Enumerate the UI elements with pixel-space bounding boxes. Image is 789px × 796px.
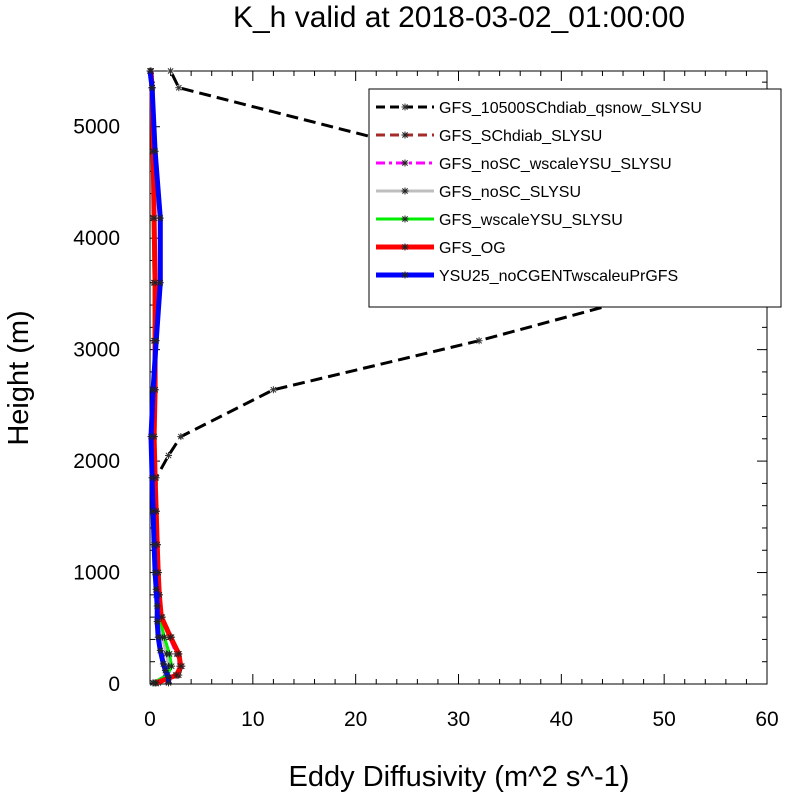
legend-item-gfs-nosc-wscaleysu-slysu-marker xyxy=(401,159,409,167)
legend-item-ysu25-nocgentwscaleuprgfs-marker xyxy=(401,271,409,279)
series-ysu25-nocgentwscaleuprgfs xyxy=(146,67,173,687)
series-ysu25-nocgentwscaleuprgfs-marker xyxy=(165,679,173,687)
series-ysu25-nocgentwscaleuprgfs-marker xyxy=(151,569,159,577)
series-ysu25-nocgentwscaleuprgfs-marker xyxy=(156,279,164,287)
legend-item-gfs-schdiab-slysu: GFS_SChdiab_SLYSU xyxy=(376,128,602,145)
series-ysu25-nocgentwscaleuprgfs-marker xyxy=(146,67,154,75)
series-ysu25-nocgentwscaleuprgfs-marker xyxy=(150,541,158,549)
series-ysu25-nocgentwscaleuprgfs-marker xyxy=(147,433,155,441)
series-gfs-10500schdiab-qsnow-slysu-marker xyxy=(165,452,173,460)
legend-item-gfs-10500schdiab-qsnow-slysu-label: GFS_10500SChdiab_qsnow_SLYSU xyxy=(439,100,702,117)
legend-item-gfs-10500schdiab-qsnow-slysu: GFS_10500SChdiab_qsnow_SLYSU xyxy=(376,100,702,117)
y-tick-label: 5000 xyxy=(73,116,120,139)
series-gfs-wscaleysu-slysu-marker xyxy=(160,633,168,641)
legend-item-gfs-og-marker xyxy=(401,243,409,251)
series-ysu25-nocgentwscaleuprgfs-marker xyxy=(148,84,156,92)
series-ysu25-nocgentwscaleuprgfs-marker xyxy=(154,633,162,641)
series-ysu25-nocgentwscaleuprgfs-marker xyxy=(159,660,167,668)
axis-ticks: 0 10 20 30 40 50 60 0 1000 2000 3000 4000 5000 xyxy=(73,71,779,731)
series-gfs-wscaleysu-slysu-marker xyxy=(168,662,176,670)
y-axis-label: Height (m) xyxy=(3,310,35,445)
series-ysu25-nocgentwscaleuprgfs-marker xyxy=(149,386,157,394)
legend-item-gfs-wscaleysu-slysu-label: GFS_wscaleYSU_SLYSU xyxy=(439,212,623,229)
legend: GFS_10500SChdiab_qsnow_SLYSU GFS_SChdiab_… xyxy=(368,88,782,308)
legend-item-ysu25-nocgentwscaleuprgfs: YSU25_noCGENTwscaleuPrGFS xyxy=(376,268,678,285)
legend-item-gfs-schdiab-slysu-marker xyxy=(401,131,409,139)
x-axis-label: Eddy Diffusivity (m^2 s^-1) xyxy=(289,761,630,793)
y-tick-label: 2000 xyxy=(73,450,120,473)
legend-item-gfs-nosc-slysu: GFS_noSC_SLYSU xyxy=(376,184,581,201)
legend-item-gfs-nosc-wscaleysu-slysu-label: GFS_noSC_wscaleYSU_SLYSU xyxy=(439,156,672,173)
legend-box xyxy=(368,88,782,308)
series-gfs-wscaleysu-slysu-marker xyxy=(166,650,174,658)
series-ysu25-nocgentwscaleuprgfs-marker xyxy=(156,647,164,655)
series-gfs-10500schdiab-qsnow-slysu-marker xyxy=(269,386,277,394)
x-tick-label: 40 xyxy=(550,708,573,731)
series-ysu25-nocgentwscaleuprgfs-marker xyxy=(165,673,173,681)
series-gfs-og-marker xyxy=(151,279,159,287)
y-tick-label: 3000 xyxy=(73,339,120,362)
legend-item-ysu25-nocgentwscaleuprgfs-label: YSU25_noCGENTwscaleuPrGFS xyxy=(439,268,678,285)
series-ysu25-nocgentwscaleuprgfs-marker xyxy=(156,214,164,222)
series-gfs-og-marker xyxy=(152,679,160,687)
legend-item-gfs-wscaleysu-slysu-marker xyxy=(401,215,409,223)
legend-item-gfs-og-label: GFS_OG xyxy=(439,240,506,257)
series-ysu25-nocgentwscaleuprgfs-marker xyxy=(161,667,169,675)
series-gfs-og-marker xyxy=(150,214,158,222)
series-gfs-og-marker xyxy=(177,662,185,670)
series-gfs-10500schdiab-qsnow-slysu-marker xyxy=(175,84,183,92)
series-gfs-10500schdiab-qsnow-slysu-marker xyxy=(177,433,185,441)
x-tick-label: 50 xyxy=(652,708,675,731)
series-gfs-10500schdiab-qsnow-slysu-marker xyxy=(167,67,175,75)
series-ysu25-nocgentwscaleuprgfs-marker xyxy=(149,507,157,515)
y-tick-label: 1000 xyxy=(73,562,120,585)
series-ysu25-nocgentwscaleuprgfs-marker xyxy=(153,602,161,610)
legend-item-gfs-nosc-slysu-marker xyxy=(401,187,409,195)
series-gfs-og-marker xyxy=(175,650,183,658)
legend-item-gfs-wscaleysu-slysu: GFS_wscaleYSU_SLYSU xyxy=(376,212,623,229)
series-ysu25-nocgentwscaleuprgfs-marker xyxy=(148,474,156,482)
series-ysu25-nocgentwscaleuprgfs-marker xyxy=(153,618,161,626)
legend-item-gfs-nosc-slysu-label: GFS_noSC_SLYSU xyxy=(439,184,581,201)
legend-item-gfs-og: GFS_OG xyxy=(376,240,506,257)
x-tick-label: 10 xyxy=(241,708,264,731)
series-ysu25-nocgentwscaleuprgfs-marker xyxy=(152,585,160,593)
x-tick-label: 60 xyxy=(755,708,778,731)
series-gfs-10500schdiab-qsnow-slysu-marker xyxy=(475,337,483,345)
x-tick-label: 0 xyxy=(144,708,156,731)
series-ysu25-nocgentwscaleuprgfs-marker xyxy=(152,337,160,345)
chart-title: K_h valid at 2018-03-02_01:00:00 xyxy=(233,1,685,34)
x-tick-label: 30 xyxy=(447,708,470,731)
series-ysu25-nocgentwscaleuprgfs-marker xyxy=(151,147,159,155)
y-tick-label: 4000 xyxy=(73,227,120,250)
legend-item-gfs-schdiab-slysu-label: GFS_SChdiab_SLYSU xyxy=(439,128,602,145)
series-lines xyxy=(146,67,697,687)
x-tick-label: 20 xyxy=(344,708,367,731)
legend-item-gfs-10500schdiab-qsnow-slysu-marker xyxy=(401,103,409,111)
series-gfs-og-marker xyxy=(167,633,175,641)
series-gfs-og-marker xyxy=(173,671,181,679)
legend-item-gfs-nosc-wscaleysu-slysu: GFS_noSC_wscaleYSU_SLYSU xyxy=(376,156,672,173)
y-tick-label: 0 xyxy=(108,673,120,696)
